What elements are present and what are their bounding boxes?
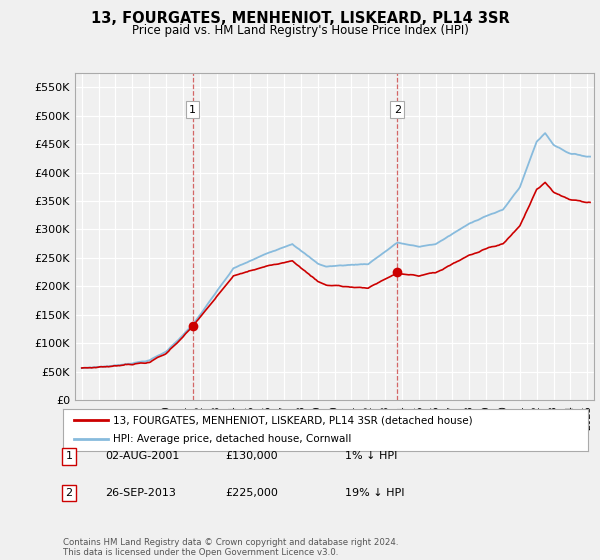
Text: £225,000: £225,000: [225, 488, 278, 498]
Text: 1: 1: [189, 105, 196, 115]
Text: Price paid vs. HM Land Registry's House Price Index (HPI): Price paid vs. HM Land Registry's House …: [131, 24, 469, 37]
Text: 02-AUG-2001: 02-AUG-2001: [105, 451, 179, 461]
Text: HPI: Average price, detached house, Cornwall: HPI: Average price, detached house, Corn…: [113, 435, 351, 445]
Text: £130,000: £130,000: [225, 451, 278, 461]
Text: Contains HM Land Registry data © Crown copyright and database right 2024.
This d: Contains HM Land Registry data © Crown c…: [63, 538, 398, 557]
Text: 19% ↓ HPI: 19% ↓ HPI: [345, 488, 404, 498]
Text: 2: 2: [65, 488, 73, 498]
Text: 1: 1: [65, 451, 73, 461]
Text: 13, FOURGATES, MENHENIOT, LISKEARD, PL14 3SR (detached house): 13, FOURGATES, MENHENIOT, LISKEARD, PL14…: [113, 415, 473, 425]
Text: 13, FOURGATES, MENHENIOT, LISKEARD, PL14 3SR: 13, FOURGATES, MENHENIOT, LISKEARD, PL14…: [91, 11, 509, 26]
Text: 1% ↓ HPI: 1% ↓ HPI: [345, 451, 397, 461]
Text: 2: 2: [394, 105, 401, 115]
Text: 26-SEP-2013: 26-SEP-2013: [105, 488, 176, 498]
